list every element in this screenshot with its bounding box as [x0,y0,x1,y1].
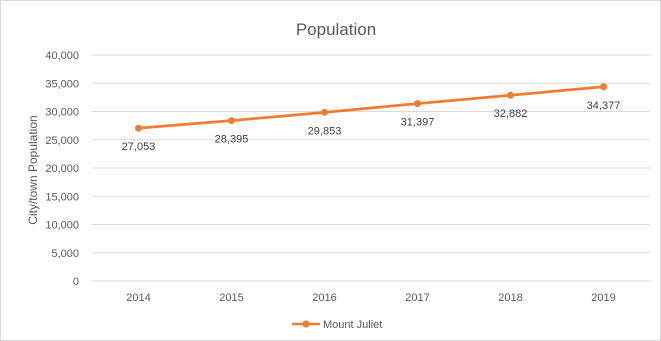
data-label: 27,053 [122,141,156,153]
x-tick-labels: 2014 2015 2016 2017 2018 2019 [126,292,615,304]
y-tick-label: 30,000 [45,107,79,119]
data-point [507,91,514,99]
y-tick-labels: 0 5,000 10,000 15,000 20,000 25,000 30,000 35,0… [45,50,79,288]
y-tick-label: 10,000 [45,220,79,232]
y-tick-label: 20,000 [45,163,79,175]
x-tick-label: 2017 [405,292,429,304]
gridlines [92,54,650,282]
series-line-mount-juliet [137,85,605,130]
chart-title: Population [296,20,376,39]
data-label: 34,377 [587,100,621,112]
data-point [228,117,235,125]
legend-label: Mount Juliet [323,319,382,331]
legend-marker-swatch [302,320,310,328]
x-tick-label: 2014 [126,292,150,304]
y-tick-label: 35,000 [45,78,79,90]
y-axis-title: City/town Population [26,115,40,224]
data-point [321,108,328,116]
x-tick-label: 2019 [591,292,615,304]
data-label: 28,395 [215,134,249,146]
data-point [600,83,607,91]
y-tick-label: 25,000 [45,135,79,147]
y-tick-label: 0 [73,276,79,288]
y-tick-label: 5,000 [51,248,79,260]
legend: Mount Juliet [292,319,382,331]
data-point [135,124,142,132]
x-tick-label: 2018 [498,292,522,304]
data-label: 29,853 [308,125,342,137]
data-point [414,100,421,108]
series-layer: 27,053 28,395 29,853 31,397 32,882 34,377 [122,83,621,153]
y-tick-label: 40,000 [45,50,79,62]
x-tick-label: 2015 [219,292,243,304]
x-tick-label: 2016 [312,292,336,304]
y-tick-label: 15,000 [45,191,79,203]
data-label: 32,882 [494,108,528,120]
data-label: 31,397 [401,117,435,129]
